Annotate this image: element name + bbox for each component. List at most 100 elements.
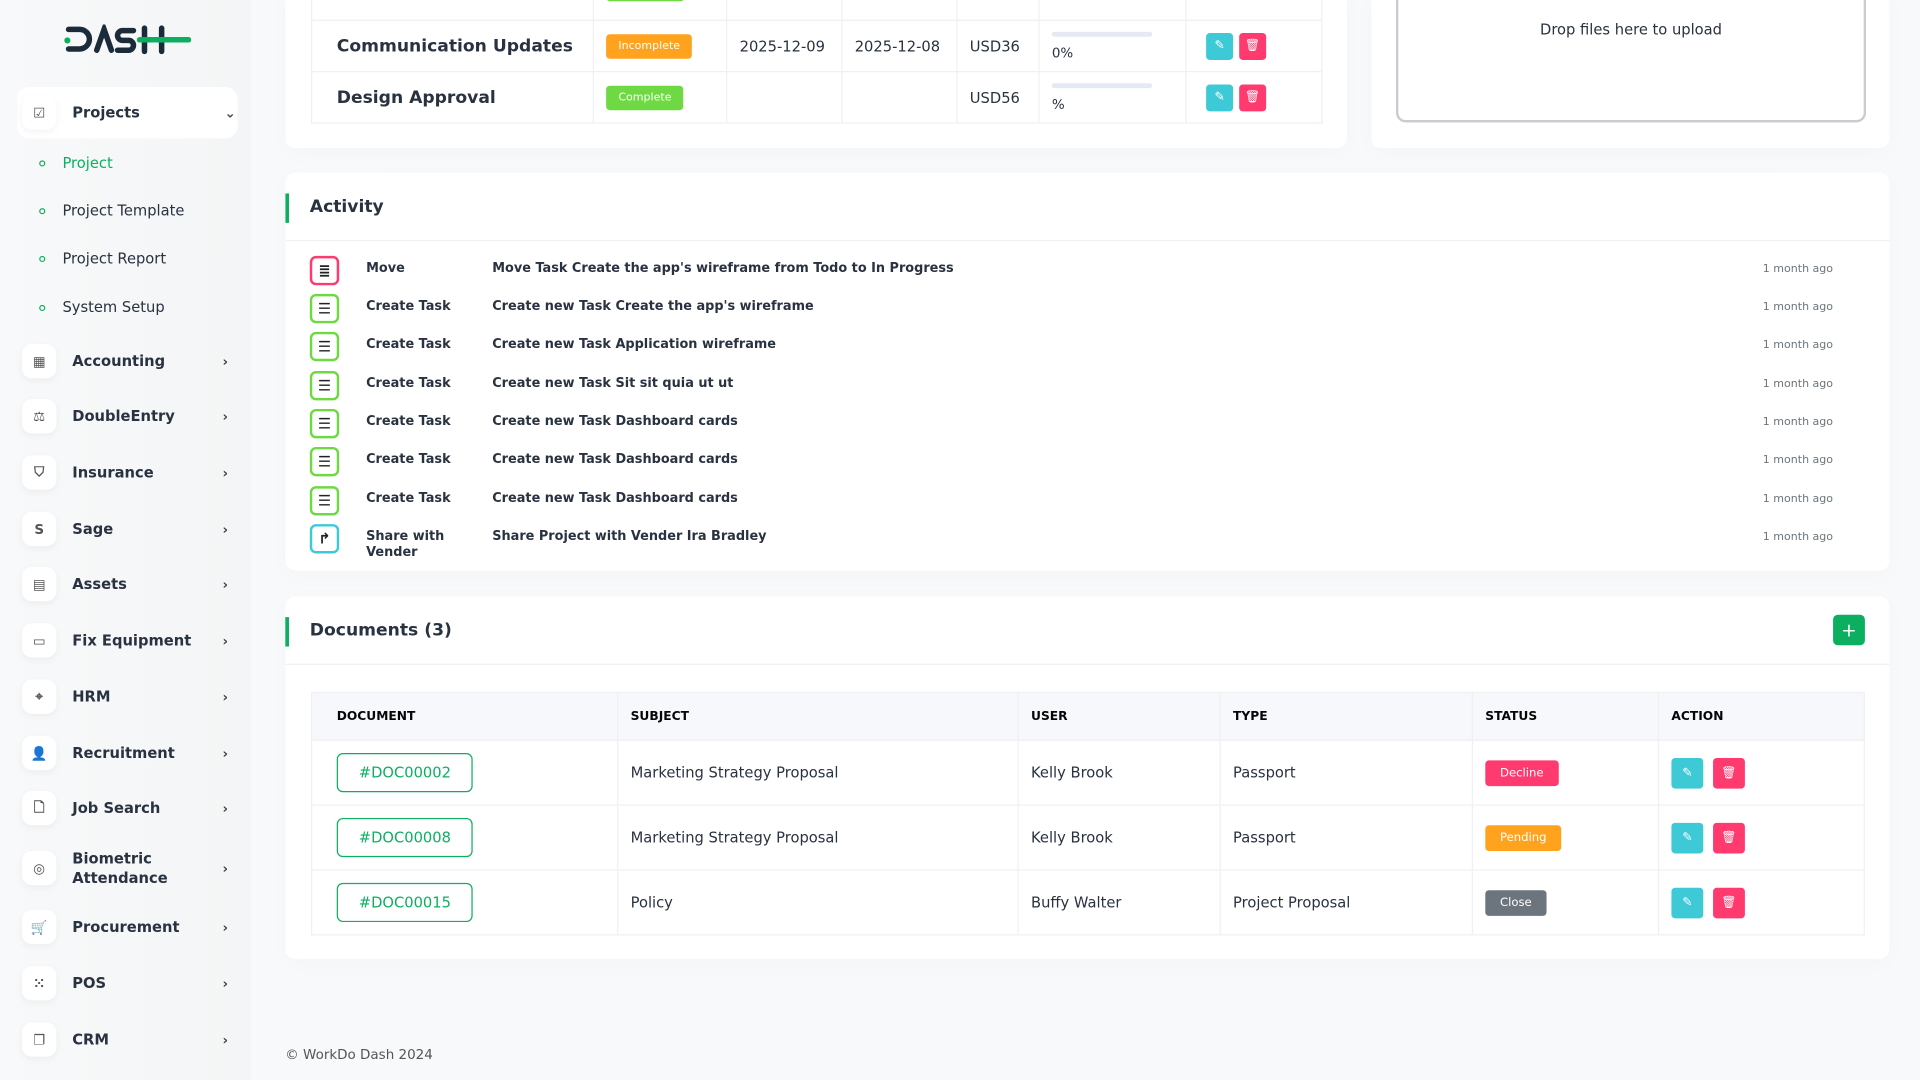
documents-header: Documents (3): [285, 596, 1890, 665]
chevron-right-icon: ›: [222, 353, 229, 370]
edit-button[interactable]: ✎: [1206, 83, 1234, 111]
delete-button[interactable]: 🗑: [1239, 32, 1267, 60]
sidebar-item-projects[interactable]: ☑ Projects ⌄: [17, 86, 238, 139]
table-row: Communication Updates Incomplete 2025-12-0…: [311, 19, 1323, 73]
status-badge: Decline: [1485, 759, 1559, 786]
documents-card: Documents (3) + DOCUMENT SUBJECT USER TYPE S…: [285, 596, 1890, 959]
grid-icon: ▦: [22, 344, 57, 379]
document-link[interactable]: #DOC00015: [336, 882, 474, 923]
table-row: #DOC00008 Marketing Strategy Proposal Kell…: [311, 804, 1865, 871]
sidebar-subitem-project-template[interactable]: Project Template: [39, 202, 184, 219]
edit-button[interactable]: ✎: [1671, 822, 1704, 853]
status-badge: Complete: [606, 85, 684, 110]
sidebar-item-assets[interactable]: ▤ Assets ›: [22, 562, 233, 606]
activity-item: ☰ Create Task Create new Task Dashboard ca…: [309, 446, 1833, 490]
checklist-icon: ☰: [309, 293, 340, 324]
progress-bar: [1051, 82, 1153, 88]
table-row: #DOC00015 Policy Buffy Walter Project Propo…: [311, 869, 1865, 936]
s-icon: S: [22, 511, 57, 547]
sidebar-subitem-system-setup[interactable]: System Setup: [39, 299, 165, 316]
sidebar-item-fix-equipment[interactable]: ▭ Fix Equipment ›: [22, 618, 233, 662]
dropzone[interactable]: Drop files here to upload: [1395, 0, 1867, 123]
sidebar-item-doubleentry[interactable]: ⚖ DoubleEntry ›: [22, 394, 233, 438]
checklist-icon: ☰: [309, 331, 340, 362]
milestones-table: Communication Updates Incomplete 2025-12-0…: [311, 0, 1323, 124]
chevron-down-icon: ⌄: [224, 104, 236, 121]
documents-title: Documents (3): [309, 620, 452, 640]
sidebar-item-hrm[interactable]: ⌖ HRM ›: [22, 675, 233, 719]
chevron-right-icon: ›: [222, 632, 229, 649]
shield-icon: ⛉: [22, 455, 57, 490]
chevron-right-icon: ›: [222, 860, 229, 877]
upload-card: Drop files here to upload: [1371, 0, 1890, 149]
chevron-right-icon: ›: [222, 745, 229, 762]
share-icon: ↱: [309, 524, 340, 554]
file-search-icon: 🗋: [22, 791, 57, 826]
document-link[interactable]: #DOC00002: [336, 753, 474, 793]
activity-item: ☰ Create Task Create new Task Dashboard ca…: [309, 486, 1833, 529]
activity-header: Activity: [285, 173, 1890, 242]
bullet-icon: [39, 207, 46, 214]
documents-table: DOCUMENT SUBJECT USER TYPE STATUS ACTION #DOC…: [311, 691, 1865, 936]
sidebar-item-crm[interactable]: ❐ CRM ›: [22, 1018, 233, 1062]
status-badge: Close: [1485, 889, 1547, 916]
sidebar: ☑ Projects ⌄ Project Project Template Proj…: [0, 0, 252, 1080]
column-header: USER: [1017, 691, 1221, 741]
chevron-right-icon: ›: [222, 576, 229, 593]
delete-button[interactable]: 🗑: [1239, 83, 1267, 111]
progress-bar: [1051, 31, 1153, 37]
chevron-right-icon: ›: [222, 688, 229, 705]
edit-button[interactable]: ✎: [1671, 757, 1704, 788]
sidebar-subitem-project[interactable]: Project: [39, 154, 113, 171]
activity-item: ☰ Create Task Create new Task Application …: [309, 331, 1833, 375]
scale-icon: ⚖: [22, 399, 57, 434]
add-document-button[interactable]: +: [1833, 614, 1865, 646]
column-header: TYPE: [1219, 691, 1474, 741]
chevron-right-icon: ›: [222, 918, 229, 935]
delete-button[interactable]: 🗑: [1713, 887, 1745, 918]
chevron-right-icon: ›: [222, 408, 229, 425]
grid-dots-icon: ⁙: [22, 966, 57, 1001]
calculator-icon: ▤: [22, 566, 57, 602]
activity-item: ☰ Create Task Create new Task Dashboard ca…: [309, 408, 1833, 452]
checkbox-icon: ☑: [22, 95, 57, 130]
focus-icon: ⌖: [22, 679, 57, 714]
table-row: #DOC00002 Marketing Strategy Proposal Kell…: [311, 739, 1865, 806]
sidebar-item-procurement[interactable]: 🛒 Procurement ›: [22, 905, 233, 949]
sidebar-item-accounting[interactable]: ▦ Accounting ›: [22, 339, 233, 383]
dash-logo[interactable]: [64, 21, 192, 61]
activity-card: Activity ≣ Move Move Task Create the app's…: [285, 172, 1890, 571]
chevron-right-icon: ›: [222, 975, 229, 992]
edit-button[interactable]: ✎: [1206, 32, 1234, 60]
chevron-right-icon: ›: [222, 521, 229, 537]
sidebar-item-recruitment[interactable]: 👤 Recruitment ›: [22, 731, 233, 775]
sidebar-item-biometric-attendance[interactable]: ◎ Biometric Attendance ›: [22, 846, 233, 890]
column-header: DOCUMENT: [311, 691, 619, 741]
cart-icon: 🛒: [22, 909, 57, 945]
delete-button[interactable]: 🗑: [1713, 757, 1745, 788]
sidebar-item-pos[interactable]: ⁙ POS ›: [22, 961, 233, 1005]
sidebar-item-sage[interactable]: S Sage ›: [22, 507, 233, 551]
activity-item: ☰ Create Task Create new Task Create the a…: [309, 293, 1833, 337]
edit-button[interactable]: ✎: [1671, 887, 1704, 918]
status-badge: Pending: [1485, 824, 1562, 851]
milestones-card: Communication Updates Incomplete 2025-12-0…: [285, 0, 1347, 149]
sidebar-subitem-project-report[interactable]: Project Report: [39, 250, 166, 267]
document-link[interactable]: #DOC00008: [336, 817, 474, 858]
fingerprint-icon: ◎: [22, 851, 57, 886]
delete-button[interactable]: 🗑: [1713, 822, 1745, 853]
bullet-icon: [39, 255, 46, 262]
column-header: ACTION: [1657, 691, 1865, 741]
activity-item: ≣ Move Move Task Create the app's wirefram…: [309, 255, 1833, 299]
sidebar-item-insurance[interactable]: ⛉ Insurance ›: [22, 451, 233, 495]
sidebar-item-job-search[interactable]: 🗋 Job Search ›: [22, 786, 233, 830]
table-row: Design Approval Complete USD56% ✎ 🗑: [311, 71, 1323, 124]
status-badge: Incomplete: [606, 33, 693, 59]
footer-copyright: © WorkDo Dash 2024: [285, 1046, 433, 1063]
activity-item: ☰ Create Task Create new Task Sit sit quia…: [309, 371, 1833, 414]
checklist-icon: ☰: [309, 408, 340, 439]
layers-icon: ❐: [22, 1022, 57, 1057]
activity-item: ↱ Share with Vender Share Project with Ven…: [309, 524, 1833, 567]
activity-title: Activity: [309, 196, 384, 217]
plus-icon: +: [1841, 618, 1857, 642]
